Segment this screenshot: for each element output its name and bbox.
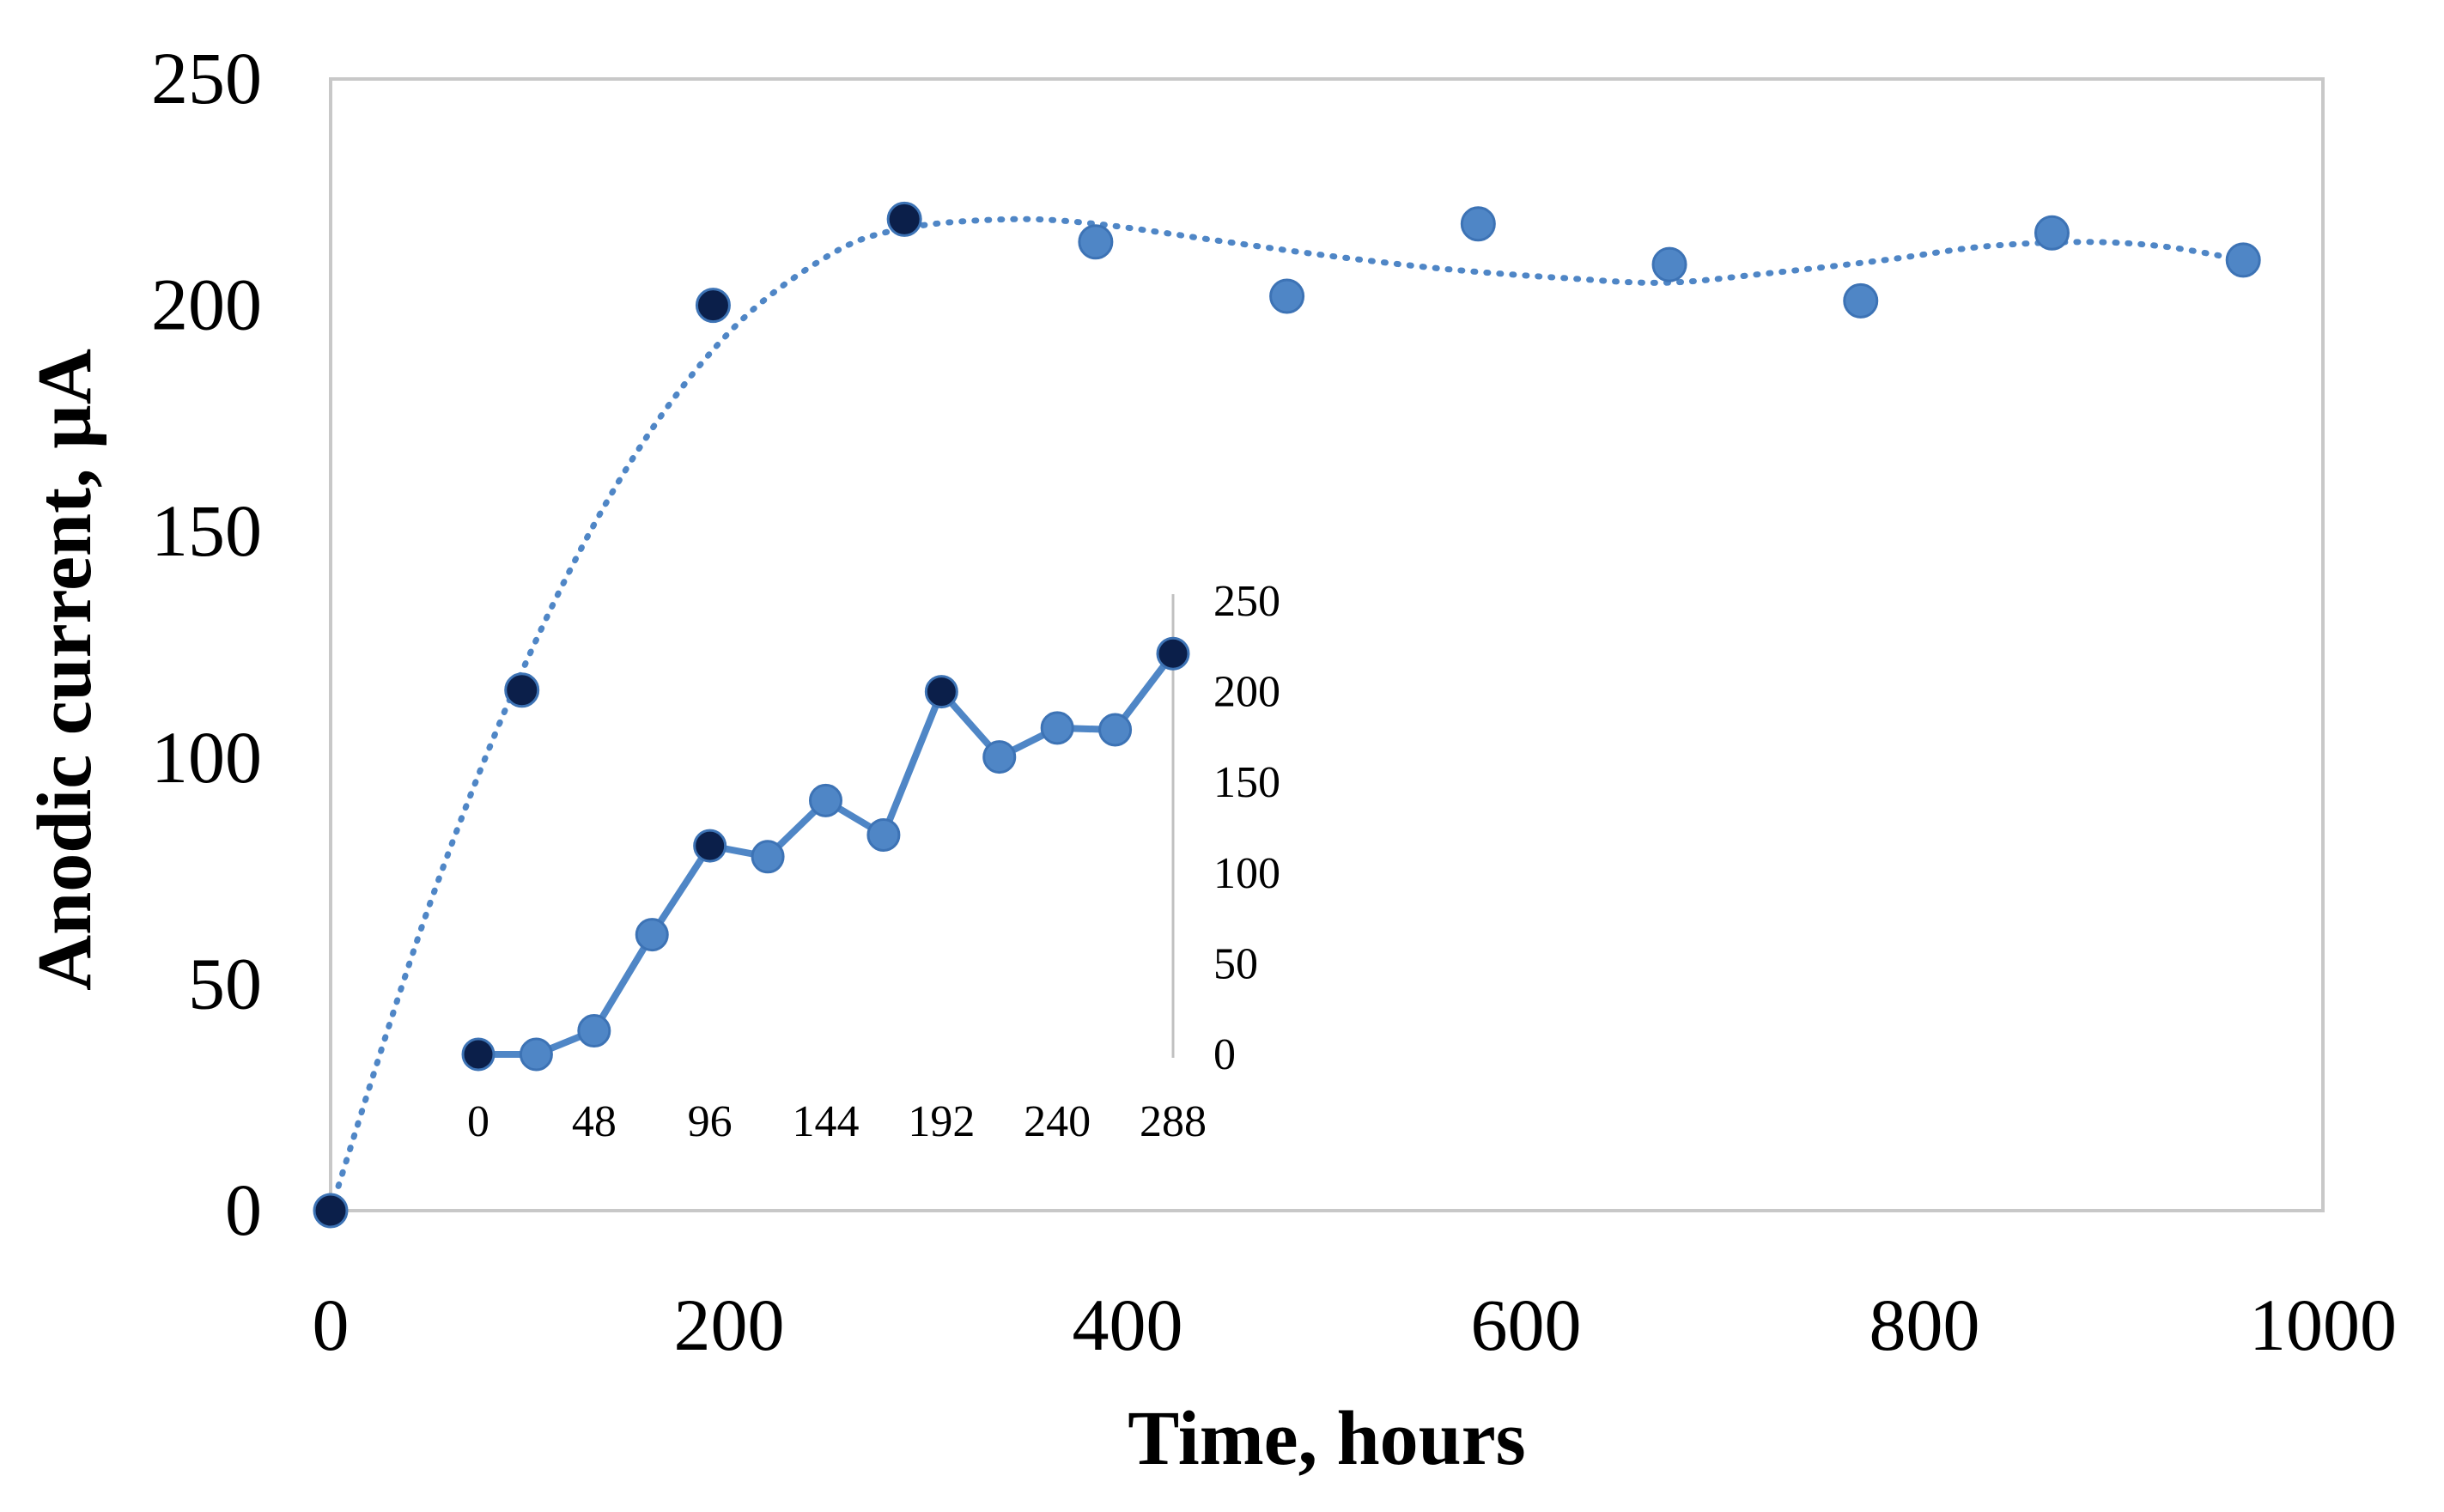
main-trendline xyxy=(327,216,2246,1214)
main-data-point xyxy=(695,288,731,324)
main-scatter-points xyxy=(313,201,2261,1229)
main-data-point xyxy=(1269,278,1305,314)
main-y-tick-label: 0 xyxy=(225,1169,262,1251)
inset-y-tick-label: 250 xyxy=(1213,577,1280,626)
main-y-tick-label: 100 xyxy=(151,716,262,799)
inset-data-point xyxy=(1098,713,1133,747)
main-x-tick-label: 200 xyxy=(674,1284,785,1366)
inset-data-point xyxy=(461,1037,495,1072)
main-data-point xyxy=(1651,246,1687,282)
main-y-tick-label: 250 xyxy=(151,37,262,119)
x-axis-title: Time, hours xyxy=(1128,1396,1525,1481)
main-data-point xyxy=(2034,215,2070,251)
main-data-point xyxy=(1843,282,1879,319)
inset-data-point xyxy=(1156,636,1190,671)
inset-x-tick-label: 288 xyxy=(1140,1097,1207,1146)
inset-x-axis-ticks: 0 48 96 144 192 240 288 xyxy=(467,1097,1207,1146)
inset-data-point xyxy=(751,840,785,874)
inset-x-tick-label: 192 xyxy=(908,1097,975,1146)
inset-x-tick-label: 144 xyxy=(793,1097,860,1146)
inset-data-point xyxy=(924,675,958,709)
inset-y-tick-label: 100 xyxy=(1213,849,1280,898)
inset-data-point xyxy=(635,918,669,952)
main-y-axis-ticks: 0 50 100 150 200 250 xyxy=(151,37,262,1251)
inset-series-points xyxy=(461,636,1190,1072)
inset-x-tick-label: 240 xyxy=(1024,1097,1091,1146)
inset-y-tick-label: 200 xyxy=(1213,668,1280,717)
main-data-point xyxy=(1078,224,1114,260)
y-axis-title: Anodic current, µA xyxy=(22,349,107,991)
inset-y-tick-label: 0 xyxy=(1213,1030,1236,1079)
main-x-tick-label: 600 xyxy=(1471,1284,1582,1366)
inset-data-point xyxy=(693,829,727,863)
inset-data-point xyxy=(809,783,842,817)
main-x-tick-label: 400 xyxy=(1073,1284,1183,1366)
main-data-point xyxy=(504,672,540,708)
main-x-axis-ticks: 0 200 400 600 800 1000 xyxy=(313,1284,2398,1366)
inset-x-tick-label: 48 xyxy=(572,1097,617,1146)
main-y-tick-label: 50 xyxy=(188,942,262,1024)
main-data-point xyxy=(2225,242,2261,278)
main-data-point xyxy=(886,201,922,237)
main-data-point xyxy=(1460,206,1496,242)
inset-data-point xyxy=(519,1037,553,1072)
main-x-tick-label: 1000 xyxy=(2249,1284,2397,1366)
main-data-point xyxy=(313,1193,349,1229)
inset-data-point xyxy=(1040,711,1074,745)
inset-y-tick-label: 50 xyxy=(1213,939,1258,988)
inset-data-point xyxy=(577,1014,611,1048)
main-x-tick-label: 0 xyxy=(313,1284,350,1366)
main-y-tick-label: 200 xyxy=(151,264,262,346)
main-y-tick-label: 150 xyxy=(151,489,262,572)
main-x-tick-label: 800 xyxy=(1869,1284,1980,1366)
inset-x-tick-label: 96 xyxy=(688,1097,733,1146)
trendline-path xyxy=(327,216,2246,1214)
inset-x-tick-label: 0 xyxy=(467,1097,489,1146)
inset-y-tick-label: 150 xyxy=(1213,758,1280,807)
inset-data-point xyxy=(982,740,1017,774)
inset-data-point xyxy=(866,817,901,852)
inset-y-axis-ticks: 0 50 100 150 200 250 xyxy=(1213,577,1280,1079)
plot-area-frame xyxy=(329,77,2325,1212)
